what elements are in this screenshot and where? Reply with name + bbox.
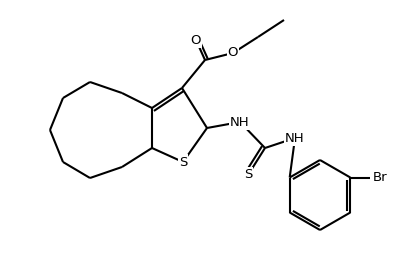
Text: O: O: [228, 47, 238, 60]
Text: NH: NH: [230, 116, 250, 128]
Text: S: S: [244, 168, 252, 181]
Text: S: S: [179, 156, 187, 168]
Text: NH: NH: [285, 131, 305, 144]
Text: Br: Br: [373, 171, 388, 184]
Text: O: O: [191, 33, 201, 47]
